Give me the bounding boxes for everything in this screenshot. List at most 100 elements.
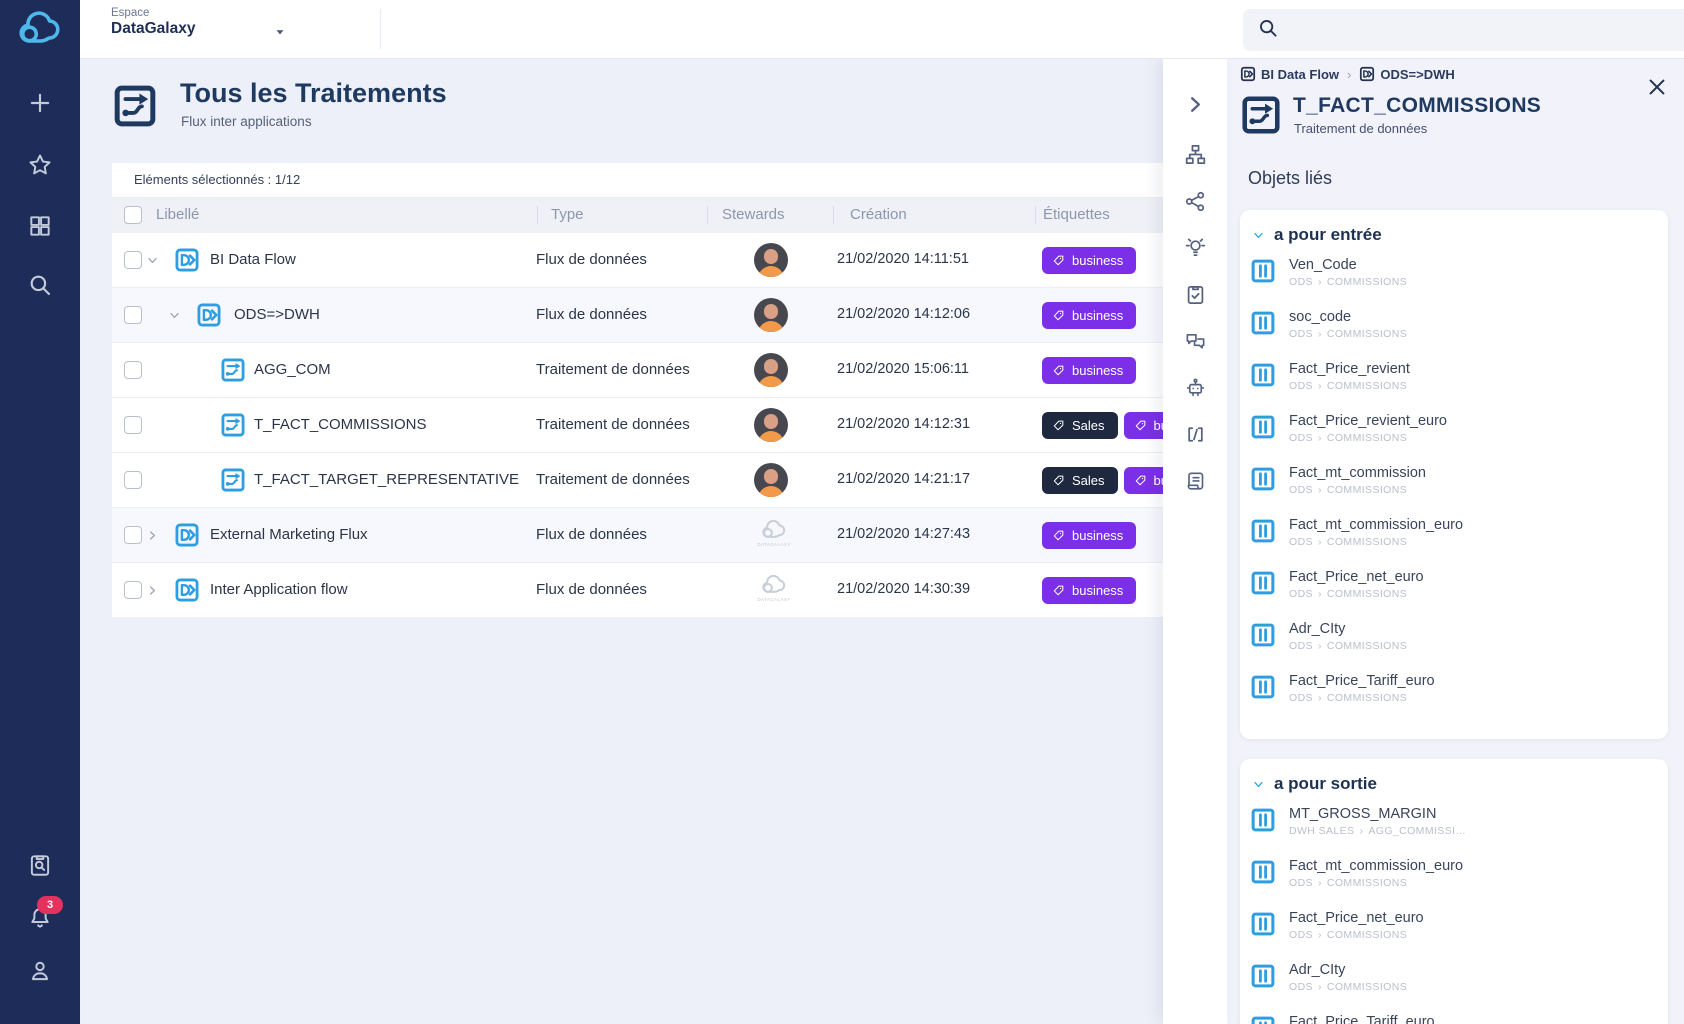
toolbar-script scroll-icon[interactable] xyxy=(1184,470,1207,493)
breadcrumb-item[interactable]: BI Data Flow xyxy=(1240,66,1339,82)
column-divider xyxy=(1035,206,1036,224)
toolbar-collapse-panel chevron-right-icon[interactable] xyxy=(1184,93,1207,116)
row-type: Flux de données xyxy=(536,306,647,323)
column-header-stewards[interactable]: Stewards xyxy=(722,206,785,223)
toolbar-lineage sitemap-icon[interactable] xyxy=(1184,143,1207,166)
row-created: 21/02/2020 14:11:51 xyxy=(837,251,969,267)
chevron-right-icon[interactable] xyxy=(146,529,159,542)
linked-object-item[interactable]: Fact_mt_commission ODS › COMMISSIONS xyxy=(1250,465,1652,517)
table-row[interactable]: ODS=>DWH Flux de données 21/02/2020 14:12:… xyxy=(112,288,1163,343)
object-name: soc_code xyxy=(1289,309,1352,325)
search-icon xyxy=(1243,17,1279,44)
toolbar-share share-icon[interactable] xyxy=(1184,190,1207,213)
datagalaxy-cloud-icon: DATAGALAXY xyxy=(754,573,794,607)
app-header: Espace DataGalaxy xyxy=(80,0,1684,59)
linked-object-item[interactable]: Fact_Price_revient ODS › COMMISSIONS xyxy=(1250,361,1652,413)
table-row[interactable]: T_FACT_COMMISSIONS Traitement de données 2… xyxy=(112,398,1163,453)
chevron-down-icon[interactable] xyxy=(146,254,159,267)
row-checkbox[interactable] xyxy=(124,471,142,489)
row-checkbox[interactable] xyxy=(124,526,142,544)
row-checkbox[interactable] xyxy=(124,581,142,599)
row-created: 21/02/2020 14:30:39 xyxy=(837,581,971,597)
group-items: MT_GROSS_MARGIN DWH SALES › AGG_COMMISSI… Fa… xyxy=(1250,806,1652,1024)
path-separator: › xyxy=(1359,825,1364,837)
datagalaxy-cloud-icon: DATAGALAXY xyxy=(754,518,794,552)
avatar xyxy=(754,243,788,277)
sidebar-item-search search-icon[interactable] xyxy=(27,272,53,298)
sidebar-item-audit clipboard-search-icon[interactable] xyxy=(27,852,53,878)
linked-object-item[interactable]: Adr_CIty ODS › COMMISSIONS xyxy=(1250,621,1652,673)
linked-object-item[interactable]: Ven_Code ODS › COMMISSIONS xyxy=(1250,257,1652,309)
tag-business: business xyxy=(1042,577,1137,604)
chevron-right-icon[interactable] xyxy=(146,584,159,597)
search-input[interactable] xyxy=(1279,9,1684,51)
datagalaxy-logo-icon[interactable] xyxy=(16,8,64,50)
sidebar-item-notifications bell-icon[interactable]: 3 xyxy=(27,896,63,931)
select-all-checkbox[interactable] xyxy=(124,206,142,224)
tag-business: business xyxy=(1042,522,1137,549)
sidebar-item-profile person-icon[interactable] xyxy=(27,958,53,984)
linked-object-item[interactable]: Fact_mt_commission_euro ODS › COMMISSIONS xyxy=(1250,517,1652,569)
linked-object-item[interactable]: Adr_CIty ODS › COMMISSIONS xyxy=(1250,962,1652,1014)
row-type: Flux de données xyxy=(536,581,647,598)
object-name: Fact_Price_net_euro xyxy=(1289,910,1424,926)
steward-avatar xyxy=(754,353,788,387)
toolbar-tasks clipboard-check-icon[interactable] xyxy=(1184,283,1207,306)
group-title: a pour entrée xyxy=(1274,225,1382,244)
row-checkbox[interactable] xyxy=(124,251,142,269)
group-header[interactable]: a pour sortie xyxy=(1252,774,1652,794)
linked-object-item[interactable]: Fact_Price_net_euro ODS › COMMISSIONS xyxy=(1250,910,1652,962)
detail-panel: BI Data Flow › ODS=>DWH T_FACT_COMMISSIONS… xyxy=(1227,58,1684,1024)
data-flow-icon xyxy=(174,247,200,273)
path-segment: DWH SALES xyxy=(1289,825,1355,837)
breadcrumb: BI Data Flow › ODS=>DWH xyxy=(1240,66,1455,82)
steward-cloud-placeholder: DATAGALAXY xyxy=(754,518,794,552)
row-tags: business xyxy=(1042,357,1137,384)
table-row[interactable]: External Marketing Flux Flux de données DA… xyxy=(112,508,1163,563)
sidebar-item-add plus-icon[interactable] xyxy=(27,90,53,116)
global-search[interactable] xyxy=(1243,9,1684,51)
object-path: ODS › COMMISSIONS xyxy=(1289,380,1410,392)
object-path: ODS › COMMISSIONS xyxy=(1289,536,1463,548)
toolbar-suggestions lightbulb-icon[interactable] xyxy=(1184,236,1207,259)
object-name: MT_GROSS_MARGIN xyxy=(1289,806,1437,822)
column-header-creation[interactable]: Création xyxy=(850,206,907,223)
close-icon[interactable] xyxy=(1646,76,1668,98)
object-name: Ven_Code xyxy=(1289,257,1357,273)
row-checkbox[interactable] xyxy=(124,416,142,434)
workspace-selector[interactable]: Espace DataGalaxy xyxy=(111,7,361,51)
column-icon xyxy=(1250,258,1276,284)
row-created: 21/02/2020 14:21:17 xyxy=(837,471,971,487)
table-row[interactable]: AGG_COM Traitement de données 21/02/2020 1… xyxy=(112,343,1163,398)
toolbar-code code-brackets-icon[interactable] xyxy=(1184,423,1207,446)
column-header-label[interactable]: Libellé xyxy=(156,206,200,223)
table-row[interactable]: Inter Application flow Flux de données DAT… xyxy=(112,563,1163,618)
column-icon xyxy=(1250,911,1276,937)
chevron-down-icon[interactable] xyxy=(168,309,181,322)
linked-object-item[interactable]: Fact_Price_revient_euro ODS › COMMISSIONS xyxy=(1250,413,1652,465)
path-separator: › xyxy=(1317,981,1322,993)
table-row[interactable]: T_FACT_TARGET_REPRESENTATIVE Traitement d… xyxy=(112,453,1163,508)
group-header[interactable]: a pour entrée xyxy=(1252,225,1652,245)
table-row[interactable]: BI Data Flow Flux de données 21/02/2020 14… xyxy=(112,233,1163,288)
column-header-tags[interactable]: Étiquettes xyxy=(1043,206,1110,223)
linked-object-item[interactable]: Fact_mt_commission_euro ODS › COMMISSIONS xyxy=(1250,858,1652,910)
object-name: Adr_CIty xyxy=(1289,962,1346,978)
toolbar-robot robot-icon[interactable] xyxy=(1184,376,1207,399)
linked-object-item[interactable]: soc_code ODS › COMMISSIONS xyxy=(1250,309,1652,361)
object-name: Fact_Price_net_euro xyxy=(1289,569,1424,585)
breadcrumb-item[interactable]: ODS=>DWH xyxy=(1359,66,1455,82)
object-path: ODS › COMMISSIONS xyxy=(1289,640,1407,652)
toolbar-comments comments-icon[interactable] xyxy=(1184,330,1207,353)
linked-object-item[interactable]: Fact_Price_net_euro ODS › COMMISSIONS xyxy=(1250,569,1652,621)
sidebar-item-modules grid-icon[interactable] xyxy=(27,213,53,239)
row-checkbox[interactable] xyxy=(124,361,142,379)
column-icon xyxy=(1250,414,1276,440)
avatar xyxy=(754,298,788,332)
linked-object-item[interactable]: MT_GROSS_MARGIN DWH SALES › AGG_COMMISSI… xyxy=(1250,806,1652,858)
column-header-type[interactable]: Type xyxy=(551,206,584,223)
row-checkbox[interactable] xyxy=(124,306,142,324)
sidebar-item-favorites star-icon[interactable] xyxy=(27,152,53,178)
